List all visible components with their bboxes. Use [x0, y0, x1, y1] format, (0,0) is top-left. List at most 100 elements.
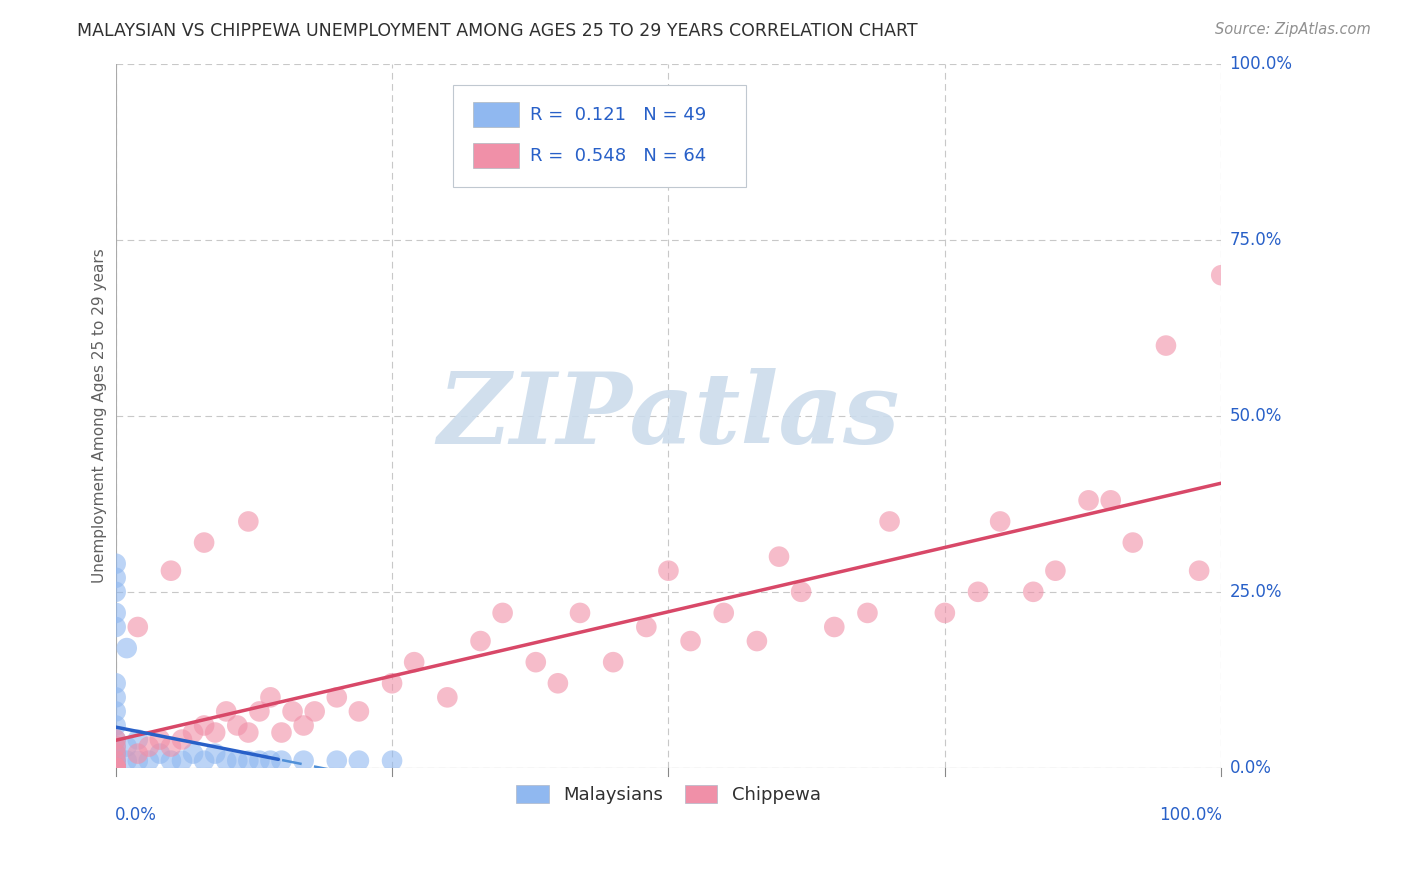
Point [215, 754, 238, 768]
Point [104, 761, 127, 775]
Point [104, 761, 127, 775]
Point [149, 747, 172, 761]
Point [160, 564, 183, 578]
Point [104, 676, 127, 690]
Point [149, 732, 172, 747]
Point [104, 557, 127, 571]
Point [436, 690, 458, 705]
Point [104, 761, 127, 775]
Point [1099, 493, 1122, 508]
Point [138, 739, 160, 754]
Point [879, 515, 901, 529]
Text: 25.0%: 25.0% [1230, 582, 1282, 601]
Point [215, 705, 238, 719]
Point [104, 761, 127, 775]
Point [304, 705, 326, 719]
Point [988, 515, 1011, 529]
Point [238, 725, 260, 739]
Point [104, 761, 127, 775]
FancyBboxPatch shape [453, 86, 745, 187]
Point [104, 761, 127, 775]
Point [104, 761, 127, 775]
Point [104, 761, 127, 775]
Point [524, 655, 547, 669]
Point [104, 739, 127, 754]
Point [270, 754, 292, 768]
Point [790, 584, 813, 599]
Point [104, 754, 127, 768]
Point [226, 754, 249, 768]
Point [745, 634, 768, 648]
Point [104, 620, 127, 634]
Point [347, 754, 370, 768]
Point [934, 606, 956, 620]
Point [104, 761, 127, 775]
Point [115, 754, 138, 768]
Point [160, 754, 183, 768]
Point [138, 754, 160, 768]
Text: 75.0%: 75.0% [1230, 231, 1282, 249]
Point [104, 761, 127, 775]
Point [104, 747, 127, 761]
Point [104, 761, 127, 775]
Point [856, 606, 879, 620]
Point [292, 718, 315, 732]
Text: R =  0.548   N = 64: R = 0.548 N = 64 [530, 146, 706, 165]
Point [104, 761, 127, 775]
Point [602, 655, 624, 669]
Point [127, 754, 149, 768]
Point [967, 584, 990, 599]
Point [104, 584, 127, 599]
Point [204, 725, 226, 739]
Point [104, 690, 127, 705]
Text: 100.0%: 100.0% [1160, 806, 1222, 824]
Point [193, 754, 215, 768]
Point [226, 718, 249, 732]
Point [381, 676, 404, 690]
Point [1045, 564, 1067, 578]
Point [104, 761, 127, 775]
Point [768, 549, 790, 564]
Point [247, 705, 270, 719]
Text: 100.0%: 100.0% [1230, 55, 1292, 73]
Point [259, 690, 281, 705]
Point [1022, 584, 1045, 599]
Text: 0.0%: 0.0% [1230, 759, 1271, 777]
Point [547, 676, 569, 690]
Point [104, 761, 127, 775]
Point [657, 564, 679, 578]
Point [1077, 493, 1099, 508]
Point [104, 732, 127, 747]
Point [713, 606, 735, 620]
Point [381, 754, 404, 768]
Point [104, 606, 127, 620]
Point [326, 690, 349, 705]
Point [679, 634, 702, 648]
Point [1122, 535, 1144, 549]
Point [204, 747, 226, 761]
Point [823, 620, 845, 634]
Point [347, 705, 370, 719]
Text: MALAYSIAN VS CHIPPEWA UNEMPLOYMENT AMONG AGES 25 TO 29 YEARS CORRELATION CHART: MALAYSIAN VS CHIPPEWA UNEMPLOYMENT AMONG… [77, 22, 918, 40]
Point [104, 761, 127, 775]
Point [104, 761, 127, 775]
Point [1154, 338, 1177, 352]
Point [104, 571, 127, 585]
Text: Source: ZipAtlas.com: Source: ZipAtlas.com [1215, 22, 1371, 37]
Point [104, 739, 127, 754]
Point [160, 739, 183, 754]
Point [404, 655, 426, 669]
Point [281, 705, 304, 719]
Text: R =  0.121   N = 49: R = 0.121 N = 49 [530, 106, 706, 124]
Text: 0.0%: 0.0% [114, 806, 156, 824]
Point [470, 634, 492, 648]
Point [127, 747, 149, 761]
Point [238, 754, 260, 768]
Point [104, 761, 127, 775]
Y-axis label: Unemployment Among Ages 25 to 29 years: Unemployment Among Ages 25 to 29 years [93, 249, 107, 583]
Point [1211, 268, 1233, 283]
Point [104, 705, 127, 719]
Text: ZIPatlas: ZIPatlas [437, 368, 900, 464]
Point [181, 747, 204, 761]
Point [104, 732, 127, 747]
